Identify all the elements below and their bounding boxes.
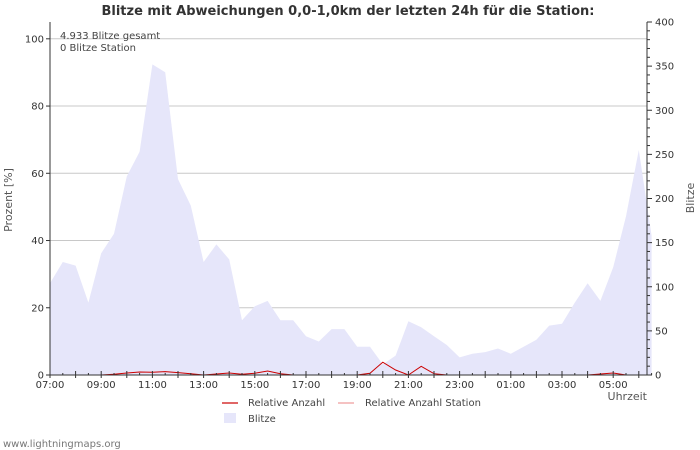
- blitze-point: [497, 348, 498, 349]
- series-area-blitze: [50, 64, 652, 376]
- x-tick-label: 09:00: [87, 380, 116, 391]
- blitze-point: [459, 357, 460, 358]
- chart-title: Blitze mit Abweichungen 0,0-1,0km der le…: [101, 4, 594, 19]
- blitze-point: [587, 283, 588, 284]
- x-tick-label: 17:00: [292, 380, 321, 391]
- blitze-point: [600, 300, 601, 301]
- blitze-point: [549, 325, 550, 326]
- blitze-point: [433, 336, 434, 337]
- y-left-tick-label: 40: [31, 236, 44, 247]
- y-right-tick-label: 200: [655, 194, 674, 205]
- blitze-point: [267, 300, 268, 301]
- legend-label-relative: Relative Anzahl: [248, 398, 325, 409]
- blitze-point: [613, 267, 614, 268]
- blitze-point: [165, 72, 166, 73]
- blitze-point: [523, 346, 524, 347]
- y-left-tick-label: 80: [31, 102, 44, 113]
- blitze-point: [113, 233, 114, 234]
- blitze-point: [75, 265, 76, 266]
- x-tick-label: 07:00: [36, 380, 65, 391]
- blitze-point: [241, 320, 242, 321]
- blitze-point: [651, 235, 652, 236]
- blitze-point: [574, 302, 575, 303]
- blitze-point: [638, 149, 639, 150]
- blitze-point: [177, 178, 178, 179]
- x-axis-label: Uhrzeit: [608, 390, 648, 403]
- axis-ticks: 0 20 40 60 80 100 0 50 100 150 200 250 300 350 400 07:0…: [25, 18, 674, 392]
- area-series: [50, 64, 652, 376]
- blitze-point: [216, 244, 217, 245]
- info-station: 0 Blitze Station: [60, 43, 136, 54]
- y-right-label: Blitze: [684, 183, 697, 214]
- blitze-point: [101, 253, 102, 254]
- blitze-point: [472, 353, 473, 354]
- blitze-point: [88, 302, 89, 303]
- blitze-point: [62, 261, 63, 262]
- blitze-point: [382, 364, 383, 365]
- blitze-point: [561, 323, 562, 324]
- blitze-point: [408, 321, 409, 322]
- blitze-point: [344, 329, 345, 330]
- x-tick-label: 13:00: [189, 380, 218, 391]
- legend-label-blitze: Blitze: [248, 414, 276, 425]
- blitze-point: [446, 344, 447, 345]
- footer-credit: www.lightningmaps.org: [3, 439, 121, 450]
- blitze-point: [536, 339, 537, 340]
- y-right-tick-label: 150: [655, 238, 674, 249]
- blitze-point: [203, 261, 204, 262]
- legend: Relative Anzahl Relative Anzahl Station …: [222, 398, 481, 425]
- blitze-point: [126, 176, 127, 177]
- y-left-tick-label: 100: [25, 34, 44, 45]
- y-right-tick-label: 50: [655, 326, 668, 337]
- x-tick-label: 01:00: [496, 380, 525, 391]
- y-right-tick-label: 300: [655, 106, 674, 117]
- blitze-point: [305, 336, 306, 337]
- y-left-label: Prozent [%]: [2, 168, 15, 232]
- y-right-tick-label: 0: [655, 371, 661, 382]
- y-right-tick-label: 400: [655, 18, 674, 29]
- y-left-tick-label: 20: [31, 303, 44, 314]
- y-left-tick-label: 60: [31, 169, 44, 180]
- x-tick-label: 03:00: [548, 380, 577, 391]
- blitze-point: [421, 327, 422, 328]
- y-right-tick-label: 100: [655, 282, 674, 293]
- blitze-point: [318, 341, 319, 342]
- blitze-point: [139, 151, 140, 152]
- x-tick-label: 23:00: [445, 380, 474, 391]
- blitze-point: [152, 64, 153, 65]
- blitze-point: [190, 205, 191, 206]
- legend-label-relative-station: Relative Anzahl Station: [365, 398, 481, 409]
- blitze-point: [331, 329, 332, 330]
- x-tick-label: 05:00: [599, 380, 628, 391]
- legend-swatch-blitze: [224, 413, 236, 423]
- blitze-point: [229, 259, 230, 260]
- blitze-point: [293, 320, 294, 321]
- x-tick-label: 11:00: [138, 380, 167, 391]
- blitze-point: [625, 216, 626, 217]
- blitze-point: [280, 320, 281, 321]
- x-tick-label: 15:00: [240, 380, 269, 391]
- blitze-point: [254, 306, 255, 307]
- blitze-point: [485, 351, 486, 352]
- blitze-point: [395, 355, 396, 356]
- y-right-tick-label: 250: [655, 150, 674, 161]
- x-tick-label: 19:00: [343, 380, 372, 391]
- blitze-point: [357, 346, 358, 347]
- blitze-point: [510, 353, 511, 354]
- info-total: 4.933 Blitze gesamt: [60, 31, 160, 42]
- y-right-tick-label: 350: [655, 62, 674, 73]
- x-tick-label: 21:00: [394, 380, 423, 391]
- y-left-tick-label: 0: [38, 371, 44, 382]
- blitze-point: [369, 346, 370, 347]
